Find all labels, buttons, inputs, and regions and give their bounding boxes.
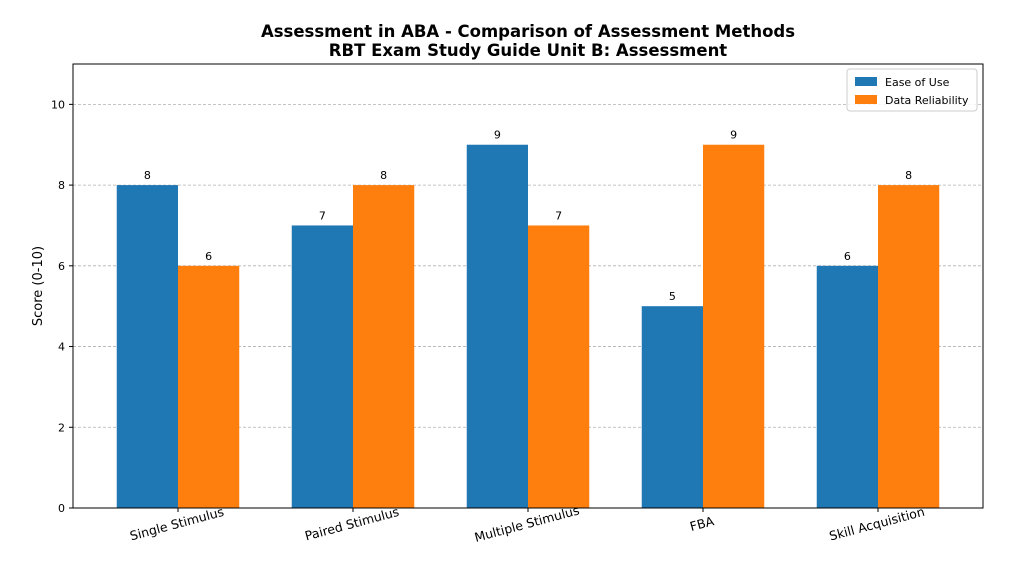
bar-value-label: 8 <box>905 169 912 182</box>
bar <box>528 225 590 509</box>
x-tick-label: Multiple Stimulus <box>473 502 581 544</box>
bar <box>353 185 415 508</box>
y-axis: 0 2 4 6 8 10 <box>51 98 73 515</box>
bar <box>291 225 353 509</box>
legend-label: Data Reliability <box>885 94 969 107</box>
y-tick-label: 6 <box>58 260 65 273</box>
bar <box>466 144 528 508</box>
bar-value-label: 7 <box>555 209 562 222</box>
bar-value-label: 6 <box>205 250 212 263</box>
bar-value-label: 5 <box>669 290 676 303</box>
x-tick-label: Single Stimulus <box>128 504 225 544</box>
bar-value-label: 7 <box>319 209 326 222</box>
y-tick-label: 0 <box>58 502 65 515</box>
y-tick-label: 2 <box>58 421 65 434</box>
bar <box>703 144 765 508</box>
legend: Ease of Use Data Reliability <box>846 68 978 112</box>
y-tick-label: 8 <box>58 179 65 192</box>
bar-value-label: 8 <box>380 169 387 182</box>
legend-box <box>846 68 978 112</box>
y-tick-label: 10 <box>51 98 65 111</box>
chart-subtitle: RBT Exam Study Guide Unit B: Assessment <box>329 41 728 60</box>
bar <box>816 265 878 508</box>
legend-label: Ease of Use <box>885 76 950 89</box>
bar <box>116 185 178 508</box>
x-tick-label: Skill Acquisition <box>828 504 927 544</box>
chart-title: Assessment in ABA - Comparison of Assess… <box>261 22 795 41</box>
x-tick-label: FBA <box>688 513 716 534</box>
bar <box>641 306 703 508</box>
bar-value-label: 9 <box>730 129 737 142</box>
x-tick-label: Paired Stimulus <box>303 504 400 544</box>
bars <box>116 144 940 509</box>
data-labels: 8 6 7 8 9 7 5 9 6 8 <box>144 129 912 303</box>
legend-swatch <box>855 95 877 104</box>
bar <box>878 185 940 508</box>
bar-value-label: 9 <box>494 129 501 142</box>
bar-value-label: 8 <box>144 169 151 182</box>
bar <box>178 265 240 508</box>
y-axis-label: Score (0-10) <box>31 246 46 326</box>
bar-value-label: 6 <box>844 250 851 263</box>
y-tick-label: 4 <box>58 341 65 354</box>
legend-swatch <box>855 77 877 86</box>
x-axis: Single Stimulus Paired Stimulus Multiple S… <box>128 502 926 544</box>
